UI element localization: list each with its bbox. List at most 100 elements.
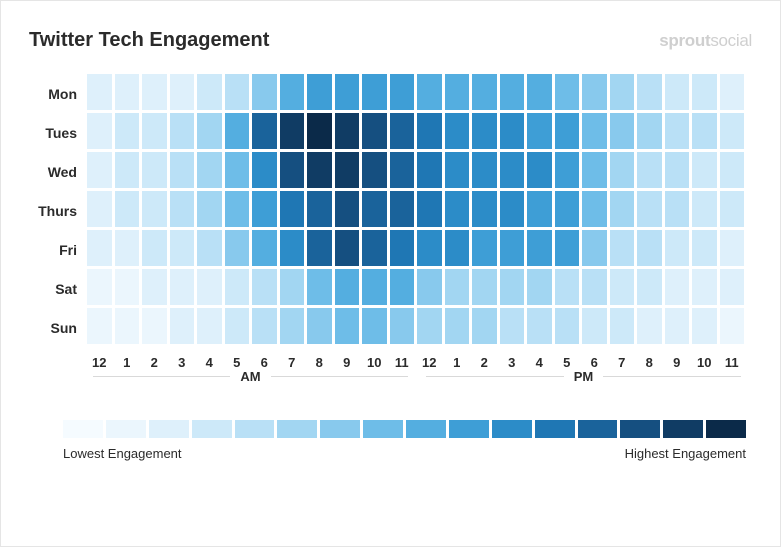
heatmap-cell: [307, 113, 332, 149]
heatmap-cell: [445, 191, 470, 227]
legend-cell: [406, 420, 446, 438]
legend-cell: [277, 420, 317, 438]
heatmap-cell: [390, 269, 415, 305]
heatmap-cell: [252, 230, 277, 266]
heatmap-cell: [637, 74, 662, 110]
hour-label: 7: [280, 355, 305, 370]
heatmap-cell: [362, 230, 387, 266]
heatmap-cell: [610, 191, 635, 227]
heatmap-cell: [197, 191, 222, 227]
heatmap-cell: [87, 269, 112, 305]
legend-cell: [192, 420, 232, 438]
heatmap-cell: [280, 191, 305, 227]
heatmap-cell: [692, 191, 717, 227]
heatmap-cell: [472, 152, 497, 188]
heatmap-cell: [527, 152, 552, 188]
day-label: Thurs: [33, 191, 77, 230]
heatmap-row: [87, 74, 744, 110]
heatmap-cell: [720, 269, 745, 305]
heatmap-cell: [307, 152, 332, 188]
heatmap-cell: [170, 269, 195, 305]
heatmap-cell: [252, 152, 277, 188]
hour-label: 11: [390, 355, 415, 370]
heatmap-cell: [472, 191, 497, 227]
heatmap-cell: [445, 269, 470, 305]
heatmap-cell: [445, 230, 470, 266]
day-axis: MonTuesWedThursFriSatSun: [33, 74, 77, 347]
heatmap-cell: [445, 74, 470, 110]
hour-label: 9: [335, 355, 360, 370]
pm-label: PM: [564, 369, 604, 384]
hour-label: 5: [225, 355, 250, 370]
heatmap-cell: [390, 113, 415, 149]
heatmap-cell: [170, 230, 195, 266]
heatmap-cell: [115, 74, 140, 110]
heatmap-cell: [335, 230, 360, 266]
heatmap-cell: [197, 113, 222, 149]
heatmap-cell: [362, 269, 387, 305]
heatmap-cell: [610, 308, 635, 344]
heatmap-cell: [527, 269, 552, 305]
heatmap-cell: [692, 308, 717, 344]
heatmap-row: [87, 152, 744, 188]
heatmap-cell: [417, 191, 442, 227]
heatmap-cell: [390, 152, 415, 188]
heatmap-cell: [225, 230, 250, 266]
day-label: Sat: [33, 269, 77, 308]
legend-cell: [492, 420, 532, 438]
day-label: Tues: [33, 113, 77, 152]
heatmap-cell: [417, 113, 442, 149]
brand-bold: sprout: [659, 31, 710, 50]
legend-cell: [449, 420, 489, 438]
heatmap-cell: [307, 308, 332, 344]
heatmap-cell: [582, 113, 607, 149]
legend-cell: [106, 420, 146, 438]
heatmap-cell: [720, 308, 745, 344]
heatmap-cell: [335, 113, 360, 149]
heatmap-cell: [362, 191, 387, 227]
legend-high-label: Highest Engagement: [625, 446, 746, 461]
legend-bar: [63, 420, 746, 438]
heatmap-cell: [472, 113, 497, 149]
heatmap-cell: [555, 308, 580, 344]
heatmap-cell: [390, 74, 415, 110]
heatmap-cell: [637, 191, 662, 227]
heatmap-cell: [197, 269, 222, 305]
heatmap-cell: [692, 74, 717, 110]
heatmap-cell: [692, 269, 717, 305]
heatmap-row: [87, 113, 744, 149]
heatmap-cell: [500, 230, 525, 266]
legend-cell: [320, 420, 360, 438]
heatmap-cell: [307, 191, 332, 227]
heatmap-cell: [720, 230, 745, 266]
heatmap-cell: [527, 113, 552, 149]
heatmap-cell: [280, 113, 305, 149]
am-section: AM: [87, 376, 414, 394]
hour-label: 5: [555, 355, 580, 370]
heatmap-cell: [500, 152, 525, 188]
heatmap-cell: [142, 113, 167, 149]
period-row: AM PM: [87, 376, 752, 394]
heatmap-cell: [720, 191, 745, 227]
hour-label: 3: [500, 355, 525, 370]
heatmap-cell: [665, 191, 690, 227]
heatmap-cell: [252, 269, 277, 305]
hour-label: 2: [142, 355, 167, 370]
heatmap-cell: [445, 113, 470, 149]
heatmap-cell: [472, 269, 497, 305]
heatmap-cell: [170, 152, 195, 188]
legend-cell: [63, 420, 103, 438]
heatmap-cell: [115, 113, 140, 149]
heatmap-cell: [335, 152, 360, 188]
heatmap-cell: [555, 230, 580, 266]
hour-label: 1: [115, 355, 140, 370]
heatmap-cell: [142, 269, 167, 305]
heatmap-cell: [142, 152, 167, 188]
heatmap-cell: [87, 113, 112, 149]
heatmap-cell: [555, 269, 580, 305]
heatmap-cell: [390, 191, 415, 227]
heatmap-cell: [280, 269, 305, 305]
heatmap-cell: [335, 308, 360, 344]
hour-label: 1: [445, 355, 470, 370]
heatmap-row: [87, 191, 744, 227]
